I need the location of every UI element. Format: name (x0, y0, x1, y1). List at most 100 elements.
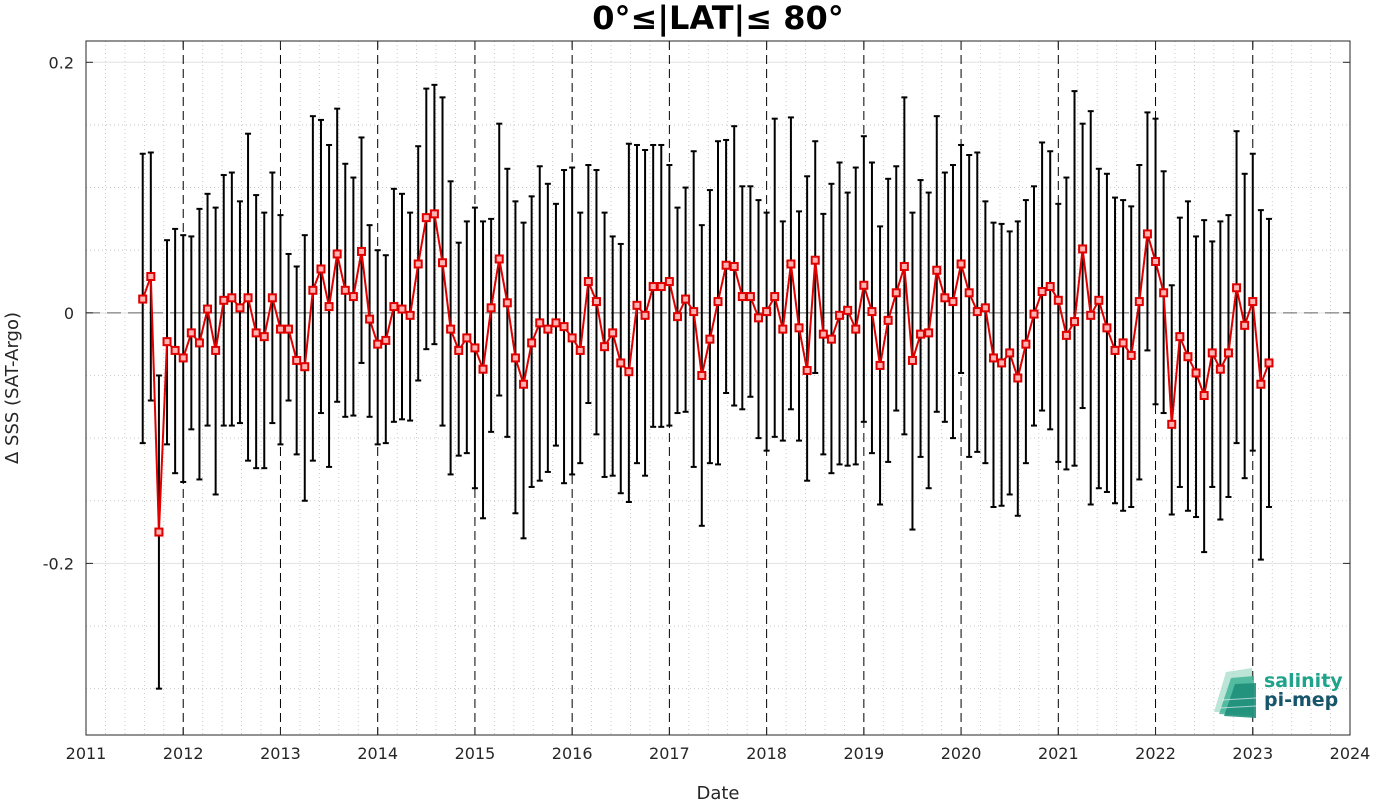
data-point (656, 282, 666, 292)
data-point (810, 255, 820, 265)
data-point (284, 324, 294, 334)
data-point (438, 258, 448, 268)
data-point (1045, 282, 1055, 292)
data-point (527, 338, 537, 348)
data-point (243, 293, 253, 303)
data-point (697, 370, 707, 380)
data-point (1134, 297, 1144, 307)
data-point (583, 277, 593, 287)
data-point (1175, 332, 1185, 342)
data-point (1086, 310, 1096, 320)
data-point (835, 310, 845, 320)
data-point (907, 355, 917, 365)
logo-text-salinity: salinity (1264, 670, 1343, 692)
data-point (899, 261, 909, 271)
markers (138, 209, 1274, 537)
data-point (446, 324, 456, 334)
data-point (348, 292, 358, 302)
data-point (1240, 320, 1250, 330)
data-point (259, 332, 269, 342)
data-point (1126, 350, 1136, 360)
data-point (1053, 295, 1063, 305)
data-point (591, 297, 601, 307)
data-point (551, 318, 561, 328)
data-point (186, 328, 196, 338)
data-point (859, 280, 869, 290)
data-point (308, 285, 318, 295)
data-point (211, 345, 221, 355)
data-point (940, 293, 950, 303)
x-tick-label: 2013 (260, 744, 301, 763)
data-point (1232, 283, 1242, 293)
data-point (851, 324, 861, 334)
data-point (478, 364, 488, 374)
y-tick-label: 0 (64, 304, 74, 323)
salinity-pi-mep-logo: salinity pi-mep (1214, 668, 1343, 718)
data-point (1118, 338, 1128, 348)
x-tick-label: 2014 (357, 744, 398, 763)
data-point (1215, 364, 1225, 374)
data-point (413, 259, 423, 269)
data-point (932, 265, 942, 275)
data-point (916, 329, 926, 339)
data-point (462, 333, 472, 343)
data-point (1142, 229, 1152, 239)
data-point (421, 213, 431, 223)
data-point (203, 304, 213, 314)
ticks (85, 41, 1351, 735)
data-point (624, 367, 634, 377)
data-point (194, 338, 204, 348)
data-point (1110, 345, 1120, 355)
data-point (672, 312, 682, 322)
data-point (924, 328, 934, 338)
data-point (397, 304, 407, 314)
data-point (964, 288, 974, 298)
data-point (786, 259, 796, 269)
data-point (316, 264, 326, 274)
data-point (1256, 379, 1266, 389)
plot-frame (85, 40, 1351, 736)
data-point (356, 246, 366, 256)
data-point (1159, 288, 1169, 298)
data-point (972, 307, 982, 317)
x-axis-label: Date (696, 783, 739, 801)
data-point (729, 261, 739, 271)
data-point (778, 324, 788, 334)
x-tick-label: 2020 (941, 744, 982, 763)
data-point (494, 254, 504, 264)
data-point (535, 318, 545, 328)
data-point (737, 292, 747, 302)
data-point (891, 288, 901, 298)
x-tick-label: 2019 (843, 744, 884, 763)
x-tick-label: 2017 (649, 744, 690, 763)
data-point (948, 297, 958, 307)
data-point (267, 293, 277, 303)
data-point (608, 328, 618, 338)
data-point (138, 294, 148, 304)
data-point (794, 323, 804, 333)
x-tick-label: 2012 (163, 744, 204, 763)
data-point (632, 300, 642, 310)
data-point (470, 343, 480, 353)
data-point (340, 285, 350, 295)
x-tick-labels: 2011 2012 2013 2014 2015 2016 2017 2018 2019 2020… (66, 744, 1371, 763)
data-point (365, 314, 375, 324)
data-point (956, 259, 966, 269)
data-point (300, 362, 310, 372)
y-tick-labels: -0.2 0 0.2 (43, 53, 74, 573)
data-point (486, 303, 496, 313)
data-point (373, 339, 383, 349)
data-point (251, 328, 261, 338)
data-point (1094, 295, 1104, 305)
data-point (559, 322, 569, 332)
data-point (1005, 348, 1015, 358)
data-point (1183, 352, 1193, 362)
data-point (429, 209, 439, 219)
data-point (689, 307, 699, 317)
data-point (1013, 373, 1023, 383)
x-tick-label: 2021 (1038, 744, 1079, 763)
data-point (1264, 358, 1274, 368)
data-point (875, 360, 885, 370)
y-tick-label: 0.2 (49, 53, 74, 72)
